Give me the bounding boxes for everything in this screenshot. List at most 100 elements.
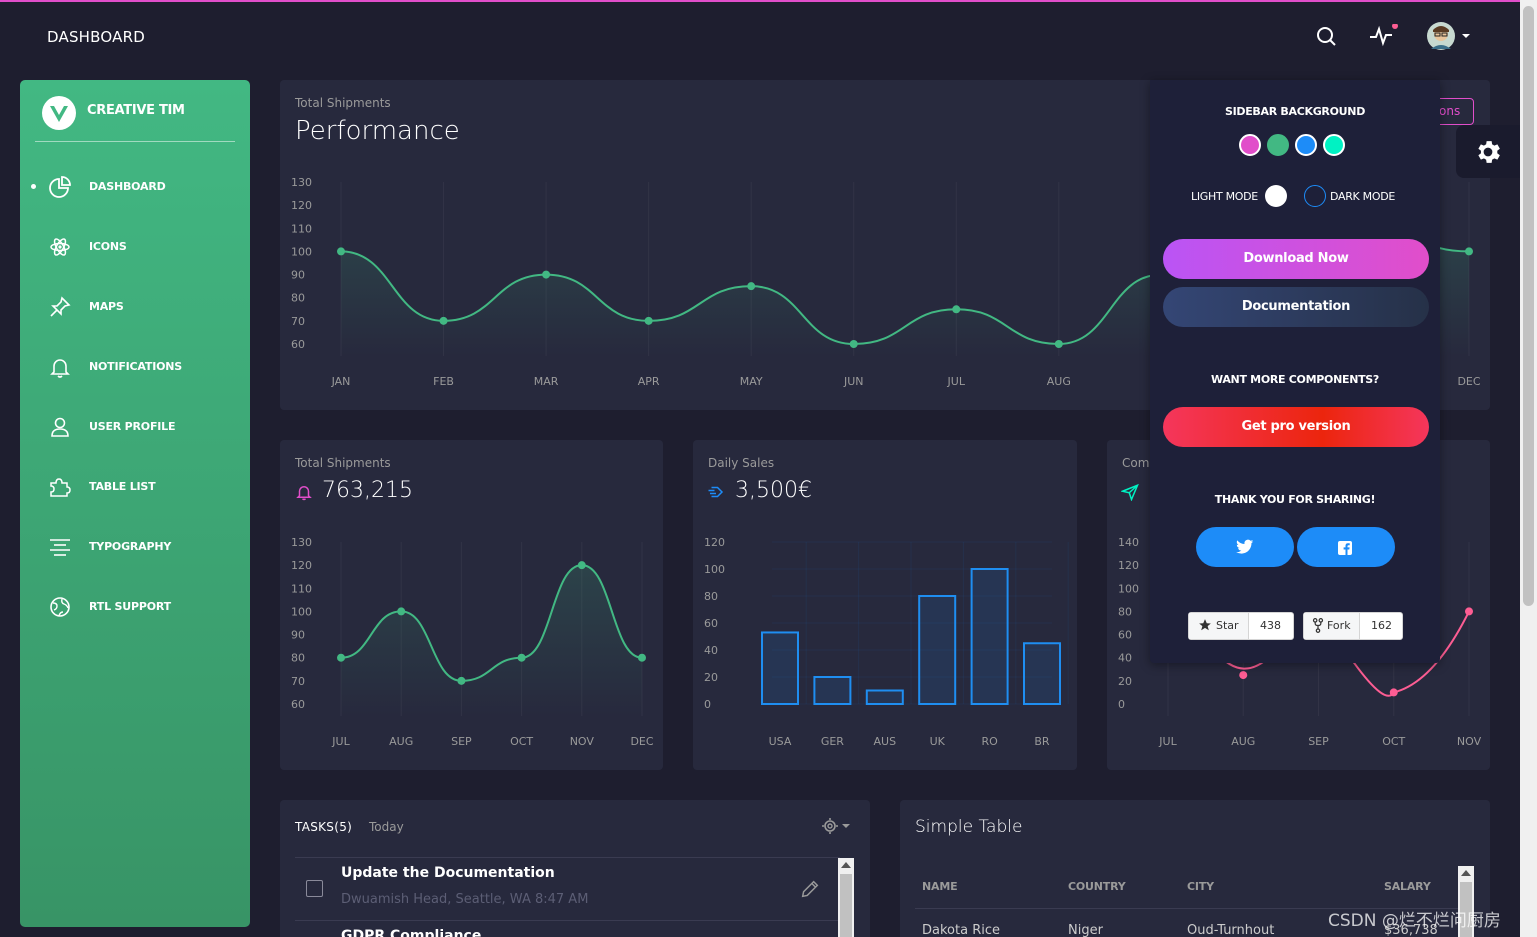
table-scrollbar[interactable] xyxy=(1458,866,1474,937)
github-fork-button[interactable]: Fork 162 xyxy=(1303,612,1403,640)
y-tick-label: 60 xyxy=(291,698,305,711)
atom-icon xyxy=(48,235,72,259)
github-star-button[interactable]: Star 438 xyxy=(1188,612,1294,640)
shipments-chart: 60 70 80 90 100 110 120 130 JUL AUG SEP OCT NOV DEC xyxy=(291,536,654,748)
activity-icon[interactable] xyxy=(1368,23,1400,52)
page-title: DASHBOARD xyxy=(47,28,145,46)
settings-dropdown-icon[interactable] xyxy=(821,817,853,839)
data-point xyxy=(397,607,406,616)
data-point xyxy=(337,653,345,662)
gear-icon[interactable] xyxy=(1473,137,1503,171)
sidebar-item-notifications[interactable]: NOTIFICATIONS xyxy=(20,347,250,387)
vue-logo-icon[interactable] xyxy=(42,96,76,130)
y-tick-label: 0 xyxy=(1118,698,1125,711)
y-tick-label: 80 xyxy=(291,292,305,305)
user-icon xyxy=(48,415,72,439)
sidebar-item-label: TABLE LIST xyxy=(89,480,156,493)
avatar[interactable] xyxy=(1426,21,1472,55)
card-title: Performance xyxy=(295,116,460,146)
facebook-icon xyxy=(1338,540,1352,559)
task-row: Update the Documentation Dwuamish Head, … xyxy=(295,857,840,921)
tasks-scrollbar[interactable] xyxy=(838,858,854,937)
dark-mode-toggle[interactable] xyxy=(1304,185,1326,207)
twitter-share-button[interactable] xyxy=(1196,527,1294,567)
star-label: Star xyxy=(1216,619,1239,632)
task-title: Update the Documentation xyxy=(341,865,555,881)
task-checkbox[interactable] xyxy=(306,880,323,897)
x-tick-label: FEB xyxy=(433,375,454,388)
y-tick-label: 60 xyxy=(1118,629,1132,642)
shipments-card: Total Shipments 763,215 60 70 80 90 100 110 12… xyxy=(280,440,663,770)
column-header-country[interactable]: COUNTRY xyxy=(1068,880,1126,893)
card-category: Daily Sales xyxy=(708,456,775,470)
download-now-button[interactable]: Download Now xyxy=(1163,239,1429,279)
facebook-share-button[interactable] xyxy=(1297,527,1395,567)
sidebar-item-label: DASHBOARD xyxy=(89,180,166,193)
sidebar-item-maps[interactable]: MAPS xyxy=(20,287,250,327)
sidebar-item-user-profile[interactable]: USER PROFILE xyxy=(20,407,250,447)
page-scrollbar-thumb[interactable] xyxy=(1523,6,1534,606)
y-tick-label: 100 xyxy=(1118,582,1139,595)
task-subtitle: Dwuamish Head, Seattle, WA 8:47 AM xyxy=(341,892,589,907)
data-point xyxy=(1239,671,1248,680)
plugin-toggle[interactable] xyxy=(1456,125,1520,178)
data-point xyxy=(577,561,586,570)
brand-name[interactable]: CREATIVE TIM xyxy=(87,103,185,118)
y-tick-label: 100 xyxy=(291,605,312,618)
active-dot xyxy=(31,184,36,189)
data-point xyxy=(747,282,756,291)
search-icon[interactable] xyxy=(1314,24,1338,52)
table-title: Simple Table xyxy=(915,817,1023,837)
bar xyxy=(970,568,1009,705)
sidebar-item-rtl-support[interactable]: RTL SUPPORT xyxy=(20,587,250,627)
x-tick-label: RO xyxy=(981,735,998,748)
chart-pie-icon xyxy=(48,175,72,199)
navbar: DASHBOARD xyxy=(0,2,1520,68)
shipments-value: 763,215 xyxy=(322,478,413,503)
data-point xyxy=(638,653,646,662)
top-accent-line xyxy=(0,0,1537,2)
daily-sales-card: Daily Sales 3,500€ 0 20 40 60 80 100 120 USA GER… xyxy=(693,440,1077,770)
sidebar-item-typography[interactable]: TYPOGRAPHY xyxy=(20,527,250,567)
y-tick-label: 130 xyxy=(291,176,312,189)
card-category: Total Shipments xyxy=(295,96,391,110)
pin-icon xyxy=(48,295,72,319)
sidebar-item-dashboard[interactable]: DASHBOARD xyxy=(20,167,250,207)
y-tick-label: 40 xyxy=(1118,652,1132,665)
x-tick-label: OCT xyxy=(1382,735,1405,748)
sidebar-item-icons[interactable]: ICONS xyxy=(20,227,250,267)
color-badge-primary[interactable] xyxy=(1239,134,1261,156)
y-tick-label: 100 xyxy=(704,563,725,576)
y-tick-label: 70 xyxy=(291,315,305,328)
documentation-button[interactable]: Documentation xyxy=(1163,287,1429,327)
color-badge-teal[interactable] xyxy=(1323,134,1345,156)
x-tick-label: BR xyxy=(1034,735,1050,748)
y-tick-label: 70 xyxy=(291,675,305,688)
sidebar-item-table-list[interactable]: TABLE LIST xyxy=(20,467,250,507)
data-point xyxy=(337,247,345,256)
column-header-name[interactable]: NAME xyxy=(922,880,958,893)
y-tick-label: 110 xyxy=(291,582,312,595)
x-tick-label: APR xyxy=(638,375,660,388)
color-badge-green[interactable] xyxy=(1267,134,1289,156)
pencil-icon[interactable] xyxy=(799,878,821,904)
page-scrollbar[interactable] xyxy=(1520,0,1537,937)
tasks-card: TASKS(5) Today Update the Documentation … xyxy=(280,800,870,937)
x-tick-label: AUS xyxy=(874,735,897,748)
puzzle-icon xyxy=(48,475,72,499)
y-tick-label: 120 xyxy=(704,536,725,549)
get-pro-button[interactable]: Get pro version xyxy=(1163,407,1429,447)
column-header-city[interactable]: CITY xyxy=(1187,880,1214,893)
bar xyxy=(761,631,799,705)
data-point xyxy=(952,305,961,314)
light-mode-toggle[interactable] xyxy=(1265,185,1287,207)
x-tick-label: JAN xyxy=(331,375,351,388)
color-badge-blue[interactable] xyxy=(1295,134,1317,156)
column-header-salary[interactable]: SALARY xyxy=(1384,880,1431,893)
y-tick-label: 120 xyxy=(291,559,312,572)
card-category: Total Shipments xyxy=(295,456,391,470)
y-tick-label: 140 xyxy=(1118,536,1139,549)
y-tick-label: 120 xyxy=(291,199,312,212)
y-tick-label: 90 xyxy=(291,629,305,642)
x-tick-label: DEC xyxy=(630,735,653,748)
